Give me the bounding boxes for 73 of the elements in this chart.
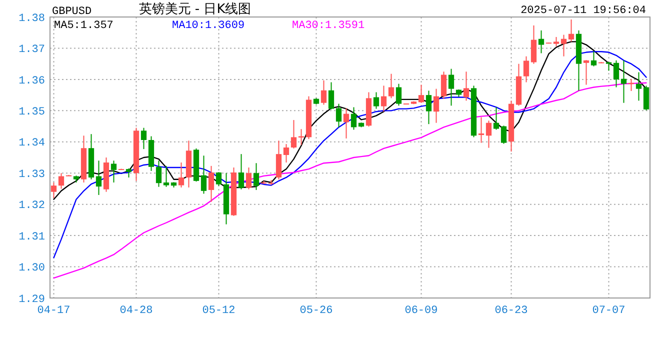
candlestick [433, 88, 440, 124]
candlestick [320, 80, 327, 106]
candlestick [388, 73, 394, 99]
candlestick [620, 60, 627, 104]
y-tick-label: 1.35 [18, 106, 45, 119]
candlestick [448, 68, 454, 106]
candlestick [163, 165, 170, 188]
candlestick [208, 165, 214, 202]
y-tick-label: 1.29 [18, 294, 45, 306]
candlestick [350, 106, 357, 130]
candlestick [200, 155, 207, 194]
y-tick-label: 1.38 [18, 12, 45, 25]
x-tick-label: 06-09 [404, 305, 438, 317]
x-tick-label: 04-17 [37, 305, 70, 317]
candlestick [380, 85, 387, 112]
text: MA5:1.357 [54, 20, 114, 32]
annotation: 2025-07-11 19:56:04 [520, 5, 646, 17]
candlestick [418, 84, 424, 104]
candlestick [343, 108, 350, 139]
line-series [53, 51, 647, 258]
candlestick [523, 56, 530, 83]
text: MA10:1.3609 [172, 20, 245, 32]
candlestick [328, 82, 334, 110]
candlestick [530, 24, 537, 64]
candlestick [246, 166, 252, 190]
candlestick [58, 172, 64, 190]
candlestick [276, 140, 282, 180]
x-tick-label: 05-12 [202, 305, 236, 317]
candlestick [590, 50, 597, 67]
candlestick [553, 36, 560, 47]
candlestick [283, 144, 290, 163]
y-tick-label: 1.32 [18, 200, 45, 212]
y-tick-label: 1.33 [18, 168, 45, 181]
candlestick [426, 90, 432, 125]
candlestick [140, 127, 147, 150]
x-tick-label: 07-07 [592, 305, 626, 317]
candlestick [440, 71, 447, 100]
candlestick [643, 85, 650, 111]
candlestick [636, 72, 642, 102]
candlestick [50, 182, 57, 199]
chart-subtitle: GBPUSD [52, 6, 92, 18]
candlestick [156, 160, 162, 188]
candlestick [178, 162, 184, 188]
candlestick [500, 125, 507, 144]
text: MA30:1.3591 [292, 20, 366, 32]
candlestick [493, 106, 500, 130]
candlestick [613, 60, 620, 88]
y-tick-label: 1.31 [18, 231, 46, 244]
candlestick [96, 160, 102, 196]
y-tick-label: 1.30 [18, 262, 45, 275]
candlestick [463, 71, 470, 102]
candlestick [538, 30, 544, 54]
candlestick [560, 34, 567, 57]
x-tick-label: 06-23 [494, 305, 528, 317]
candlestick [126, 168, 132, 178]
candlestick [290, 120, 297, 149]
y-tick-label: 1.37 [18, 44, 45, 56]
x-tick-label: 04-28 [120, 305, 153, 317]
candlestick [396, 83, 402, 106]
x-tick-label: 05-26 [300, 305, 333, 317]
candlestick [238, 154, 244, 190]
candlestick [486, 120, 492, 148]
candlestick [373, 92, 380, 110]
candlestick [216, 172, 222, 186]
candlestick [253, 162, 260, 190]
y-tick-label: 1.36 [18, 75, 45, 88]
chart-title: 英镑美元 - 日K线图 [138, 1, 252, 17]
candlestick [336, 103, 342, 128]
candlestick [568, 19, 574, 42]
candlestick [110, 160, 117, 183]
candlestick [478, 116, 484, 144]
candlestick [583, 60, 590, 86]
y-tick-label: 1.34 [18, 138, 46, 150]
